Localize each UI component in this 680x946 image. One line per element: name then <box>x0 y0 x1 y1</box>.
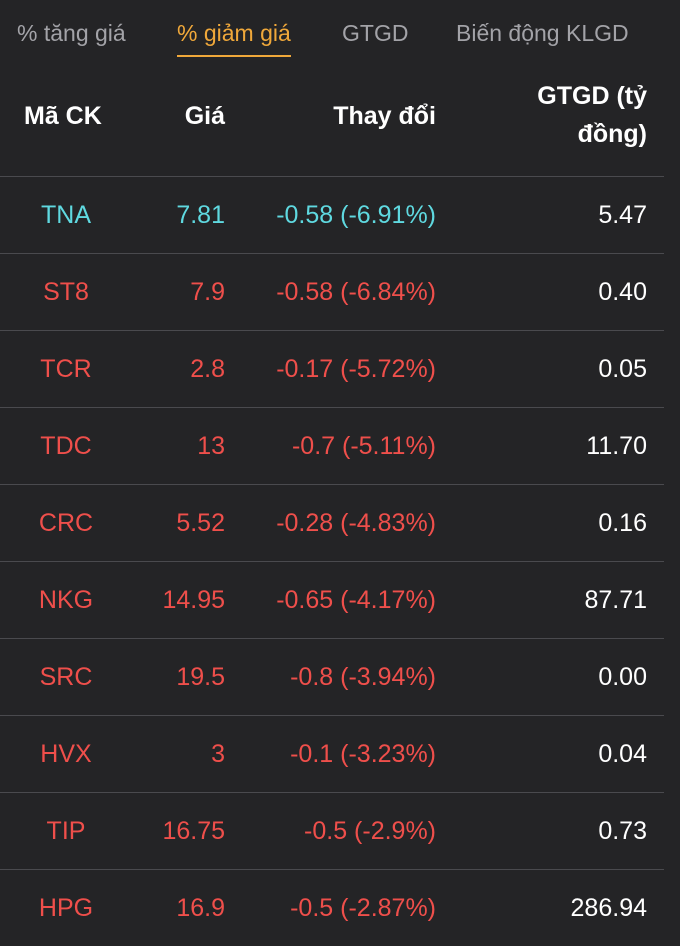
symbol-cell: TCR <box>40 355 92 383</box>
table-row[interactable]: TCR 2.8 -0.17 (-5.72%) 0.05 <box>0 331 664 408</box>
change-cell: -0.7 (-5.11%) <box>291 432 436 460</box>
change-cell: -0.58 (-6.84%) <box>276 278 436 306</box>
value-cell: 286.94 <box>570 894 647 922</box>
price-cell: 19.5 <box>176 663 225 691</box>
price-cell: 3 <box>211 740 225 768</box>
table-row[interactable]: TDC 13 -0.7 (-5.11%) 11.70 <box>0 408 664 485</box>
value-cell: 11.70 <box>586 432 647 460</box>
tab-percent-increase[interactable]: % tăng giá <box>17 20 126 46</box>
change-cell: -0.5 (-2.9%) <box>304 817 436 845</box>
symbol-cell: NKG <box>38 586 94 614</box>
value-cell: 0.40 <box>598 278 647 306</box>
header-price[interactable]: Giá <box>184 102 225 130</box>
change-cell: -0.1 (-3.23%) <box>290 740 436 768</box>
tab-percent-decrease[interactable]: % giảm giá <box>177 20 291 57</box>
value-cell: 87.71 <box>584 586 647 614</box>
table-header: Mã CK Giá Thay đổi GTGD (tỷ đồng) <box>0 70 664 177</box>
change-cell: -0.8 (-3.94%) <box>290 663 436 691</box>
value-cell: 5.47 <box>598 201 647 229</box>
table-row[interactable]: CRC 5.52 -0.28 (-4.83%) 0.16 <box>0 485 664 562</box>
value-cell: 0.16 <box>598 509 647 537</box>
table-row[interactable]: HVX 3 -0.1 (-3.23%) 0.04 <box>0 716 664 793</box>
table-row[interactable]: HPG 16.9 -0.5 (-2.87%) 286.94 <box>0 870 664 946</box>
symbol-cell: HVX <box>40 740 92 768</box>
price-cell: 7.81 <box>176 201 225 229</box>
price-cell: 7.9 <box>190 278 225 306</box>
table-row[interactable]: ST8 7.9 -0.58 (-6.84%) 0.40 <box>0 254 664 331</box>
change-cell: -0.17 (-5.72%) <box>276 355 436 383</box>
price-cell: 16.9 <box>176 894 225 922</box>
symbol-cell: TDC <box>40 432 92 460</box>
price-cell: 13 <box>197 432 225 460</box>
price-cell: 14.95 <box>162 586 225 614</box>
value-cell: 0.05 <box>598 355 647 383</box>
table-row[interactable]: NKG 14.95 -0.65 (-4.17%) 87.71 <box>0 562 664 639</box>
header-value[interactable]: GTGD (tỷ đồng) <box>436 77 647 153</box>
change-cell: -0.65 (-4.17%) <box>276 586 436 614</box>
price-cell: 2.8 <box>190 355 225 383</box>
change-cell: -0.5 (-2.87%) <box>290 894 436 922</box>
table-row[interactable]: TIP 16.75 -0.5 (-2.9%) 0.73 <box>0 793 664 870</box>
symbol-cell: SRC <box>39 663 93 691</box>
header-value-line1: GTGD (tỷ <box>537 82 647 110</box>
table-row[interactable]: TNA 7.81 -0.58 (-6.91%) 5.47 <box>0 177 664 254</box>
stock-list: TNA 7.81 -0.58 (-6.91%) 5.47 ST8 7.9 -0.… <box>0 177 664 946</box>
symbol-cell: CRC <box>38 509 94 537</box>
header-value-line2: đồng) <box>577 120 647 148</box>
change-cell: -0.58 (-6.91%) <box>276 201 436 229</box>
value-cell: 0.73 <box>598 817 647 845</box>
symbol-cell: ST8 <box>43 278 89 306</box>
tab-volume-change[interactable]: Biến động KLGD <box>456 20 629 46</box>
price-cell: 5.52 <box>176 509 225 537</box>
symbol-cell: HPG <box>38 894 94 922</box>
tab-trading-value[interactable]: GTGD <box>342 20 409 46</box>
price-cell: 16.75 <box>162 817 225 845</box>
change-cell: -0.28 (-4.83%) <box>276 509 436 537</box>
tab-bar: % tăng giá % giảm giá GTGD Biến động KLG… <box>0 0 680 70</box>
active-tab-underline <box>177 55 291 57</box>
symbol-cell: TIP <box>46 817 86 845</box>
value-cell: 0.00 <box>598 663 647 691</box>
table-row[interactable]: SRC 19.5 -0.8 (-3.94%) 0.00 <box>0 639 664 716</box>
header-symbol[interactable]: Mã CK <box>24 102 102 130</box>
tab-percent-decrease-label: % giảm giá <box>177 20 291 46</box>
header-change[interactable]: Thay đổi <box>333 102 436 130</box>
symbol-cell: TNA <box>41 201 91 229</box>
value-cell: 0.04 <box>598 740 647 768</box>
